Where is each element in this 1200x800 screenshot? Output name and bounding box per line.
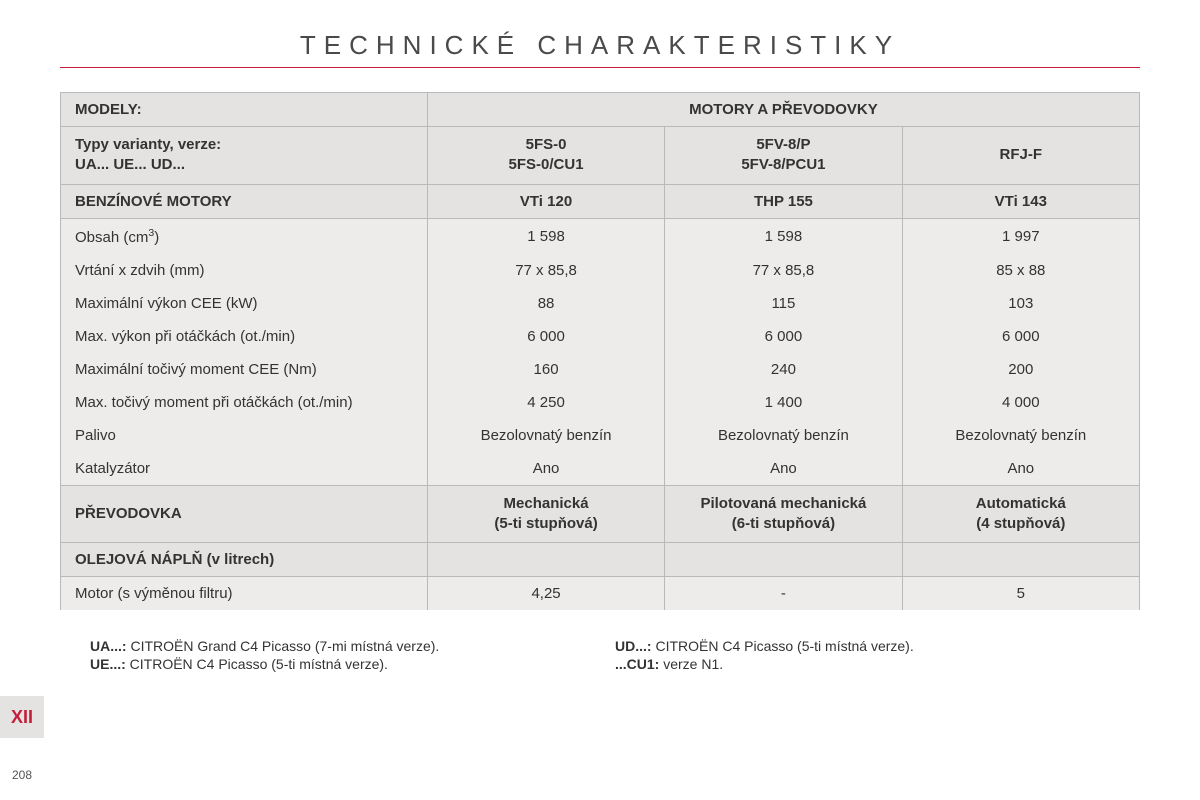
row-value: 1 598: [427, 218, 664, 254]
row-value: 6 000: [665, 320, 902, 353]
row-value: Bezolovnatý benzín: [427, 419, 664, 452]
row-value: 77 x 85,8: [427, 254, 664, 287]
row-label: Vrtání x zdvih (mm): [61, 254, 428, 287]
footnote-line: UD...: CITROËN C4 Picasso (5-ti místná v…: [615, 638, 1140, 654]
footnote-line: UA...: CITROËN Grand C4 Picasso (7-mi mí…: [90, 638, 615, 654]
row-value: 4 000: [902, 386, 1139, 419]
row-value: 5: [902, 577, 1139, 611]
footnote-text: CITROËN Grand C4 Picasso (7-mi místná ve…: [127, 638, 440, 654]
row-value: 1 598: [665, 218, 902, 254]
row-value: Ano: [665, 452, 902, 486]
page-title: TECHNICKÉ CHARAKTERISTIKY: [60, 30, 1140, 61]
table-row: PalivoBezolovnatý benzínBezolovnatý benz…: [61, 419, 1140, 452]
row-value: 160: [427, 353, 664, 386]
footnote-key: UD...:: [615, 638, 652, 654]
row-label: Maximální výkon CEE (kW): [61, 287, 428, 320]
row-label: Maximální točivý moment CEE (Nm): [61, 353, 428, 386]
footnote-key: UE...:: [90, 656, 126, 672]
row-value: 1 997: [902, 218, 1139, 254]
gearbox-val-0: Mechanická (5-ti stupňová): [427, 485, 664, 543]
page-content: TECHNICKÉ CHARAKTERISTIKY MODELY: MOTORY…: [0, 0, 1200, 674]
row-value: Ano: [902, 452, 1139, 486]
row-label: Max. točivý moment při otáčkách (ot./min…: [61, 386, 428, 419]
gearbox-section-label: PŘEVODOVKA: [61, 485, 428, 543]
gearbox-val-1: Pilotovaná mechanická (6-ti stupňová): [665, 485, 902, 543]
row-value: 240: [665, 353, 902, 386]
footnotes-right: UD...: CITROËN C4 Picasso (5-ti místná v…: [615, 638, 1140, 674]
row-value: Bezolovnatý benzín: [902, 419, 1139, 452]
row-value: 77 x 85,8: [665, 254, 902, 287]
row-value: 4,25: [427, 577, 664, 611]
engine-name-2: VTi 143: [902, 184, 1139, 218]
oil-section-label: OLEJOVÁ NÁPLŇ (v litrech): [61, 543, 428, 577]
engines-section-row: BENZÍNOVÉ MOTORY VTi 120 THP 155 VTi 143: [61, 184, 1140, 218]
row-value: Ano: [427, 452, 664, 486]
engine-name-0: VTi 120: [427, 184, 664, 218]
variant-col-1: 5FV-8/P 5FV-8/PCU1: [665, 127, 902, 185]
row-value: 4 250: [427, 386, 664, 419]
footnote-line: ...CU1: verze N1.: [615, 656, 1140, 672]
row-value: 103: [902, 287, 1139, 320]
page-number: 208: [12, 768, 32, 782]
oil-section-row: OLEJOVÁ NÁPLŇ (v litrech): [61, 543, 1140, 577]
table-row: Maximální točivý moment CEE (Nm)16024020…: [61, 353, 1140, 386]
gearbox-section-row: PŘEVODOVKA Mechanická (5-ti stupňová) Pi…: [61, 485, 1140, 543]
variant-col-0: 5FS-0 5FS-0/CU1: [427, 127, 664, 185]
chapter-tab: XII: [0, 696, 44, 738]
spec-table: MODELY: MOTORY A PŘEVODOVKY Typy variant…: [60, 92, 1140, 610]
table-row: Motor (s výměnou filtru)4,25-5: [61, 577, 1140, 611]
models-header: MODELY:: [61, 93, 428, 127]
row-value: 6 000: [427, 320, 664, 353]
footnote-key: UA...:: [90, 638, 127, 654]
row-value: 200: [902, 353, 1139, 386]
title-rule: [60, 67, 1140, 68]
variants-header: Typy varianty, verze: UA... UE... UD...: [61, 127, 428, 185]
row-label: Katalyzátor: [61, 452, 428, 486]
footnotes: UA...: CITROËN Grand C4 Picasso (7-mi mí…: [60, 638, 1140, 674]
footnote-key: ...CU1:: [615, 656, 659, 672]
row-label: Max. výkon při otáčkách (ot./min): [61, 320, 428, 353]
footnotes-left: UA...: CITROËN Grand C4 Picasso (7-mi mí…: [90, 638, 615, 674]
footnote-text: CITROËN C4 Picasso (5-ti místná verze).: [126, 656, 388, 672]
table-header-row-2: Typy varianty, verze: UA... UE... UD... …: [61, 127, 1140, 185]
row-value: -: [665, 577, 902, 611]
footnote-line: UE...: CITROËN C4 Picasso (5-ti místná v…: [90, 656, 615, 672]
table-row: Maximální výkon CEE (kW)88115103: [61, 287, 1140, 320]
row-label: Obsah (cm3): [61, 218, 428, 254]
table-row: Max. výkon při otáčkách (ot./min)6 0006 …: [61, 320, 1140, 353]
table-row: Vrtání x zdvih (mm)77 x 85,877 x 85,885 …: [61, 254, 1140, 287]
row-value: 6 000: [902, 320, 1139, 353]
footnote-text: verze N1.: [659, 656, 723, 672]
row-label: Palivo: [61, 419, 428, 452]
row-value: 115: [665, 287, 902, 320]
table-row: KatalyzátorAnoAnoAno: [61, 452, 1140, 486]
row-label: Motor (s výměnou filtru): [61, 577, 428, 611]
gearbox-val-2: Automatická (4 stupňová): [902, 485, 1139, 543]
engine-name-1: THP 155: [665, 184, 902, 218]
row-value: 88: [427, 287, 664, 320]
engines-header: MOTORY A PŘEVODOVKY: [427, 93, 1139, 127]
table-row: Obsah (cm3)1 5981 5981 997: [61, 218, 1140, 254]
table-header-row-1: MODELY: MOTORY A PŘEVODOVKY: [61, 93, 1140, 127]
table-row: Max. točivý moment při otáčkách (ot./min…: [61, 386, 1140, 419]
row-value: 1 400: [665, 386, 902, 419]
row-value: 85 x 88: [902, 254, 1139, 287]
footnote-text: CITROËN C4 Picasso (5-ti místná verze).: [652, 638, 914, 654]
row-value: Bezolovnatý benzín: [665, 419, 902, 452]
variant-col-2: RFJ-F: [902, 127, 1139, 185]
engines-section-label: BENZÍNOVÉ MOTORY: [61, 184, 428, 218]
